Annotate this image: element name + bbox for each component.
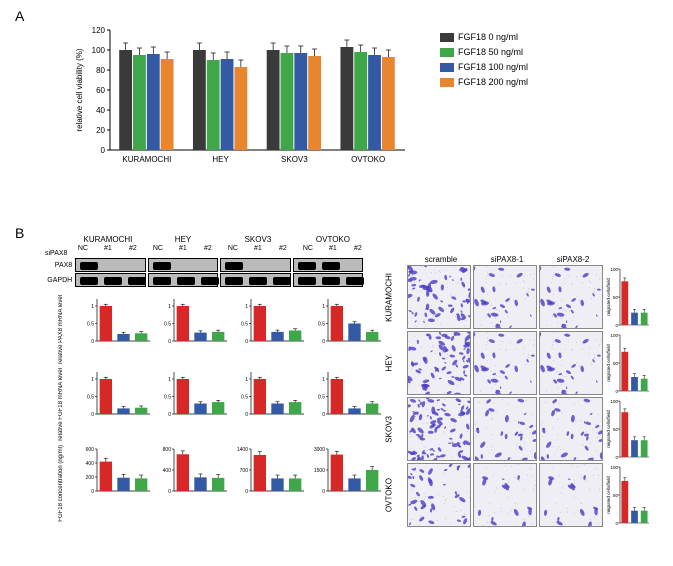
svg-text:0.5: 0.5 [241,322,248,328]
svg-text:0.5: 0.5 [318,322,325,328]
svg-text:0: 0 [101,146,106,155]
svg-text:migrated cells/field: migrated cells/field [606,344,611,382]
svg-text:0: 0 [245,412,248,418]
svg-text:1: 1 [322,304,325,310]
svg-text:50: 50 [613,361,619,366]
svg-text:1: 1 [168,304,171,310]
svg-text:relative cell viability (%): relative cell viability (%) [75,48,84,131]
panel-b-right: scramblesiPAX8-1siPAX8-2 KURAMOCHI050100… [380,255,670,528]
svg-text:HEY: HEY [212,155,229,164]
svg-text:0: 0 [168,412,171,418]
svg-text:3000: 3000 [314,447,325,453]
svg-text:1: 1 [322,377,325,383]
svg-text:0: 0 [168,339,171,345]
svg-text:100: 100 [610,399,618,404]
svg-text:0: 0 [245,339,248,345]
svg-text:0: 0 [322,412,325,418]
svg-text:1: 1 [91,304,94,310]
svg-text:0: 0 [322,339,325,345]
panel-a-chart: 0 20 40 60 80 100 120 relative cell viability (… [70,20,420,190]
svg-text:1400: 1400 [237,447,248,453]
svg-text:80: 80 [96,66,105,75]
svg-text:0.5: 0.5 [87,394,94,400]
svg-text:0: 0 [615,521,618,526]
svg-text:migrated cells/field: migrated cells/field [606,476,611,514]
svg-text:OVTOKO: OVTOKO [351,155,385,164]
svg-text:1500: 1500 [314,468,325,474]
mini-charts: relative PAX8 mRNA level00.5100.5100.510… [45,295,365,521]
svg-text:20: 20 [96,126,105,135]
svg-text:0.5: 0.5 [241,394,248,400]
svg-text:0: 0 [615,323,618,328]
si-label: siPAX8 [45,235,70,257]
svg-text:400: 400 [86,461,95,467]
migration-grid: KURAMOCHI050100migrated cells/fieldHEY05… [380,264,670,528]
svg-text:800: 800 [163,447,172,453]
blot-lane-header: NC#1#2NC#1#2NC#1#2NC#1#2 [70,245,370,252]
blot-cell-header: KURAMOCHIHEYSKOV3OVTOKO [70,235,370,244]
migration-col-headers: scramblesiPAX8-1siPAX8-2 [408,255,670,264]
svg-text:migrated cells/field: migrated cells/field [606,410,611,448]
svg-text:100: 100 [92,46,106,55]
svg-text:0: 0 [91,489,94,495]
svg-text:KURAMOCHI: KURAMOCHI [122,155,171,164]
svg-text:60: 60 [96,86,105,95]
svg-text:1: 1 [245,304,248,310]
svg-text:0.5: 0.5 [164,394,171,400]
svg-text:600: 600 [86,447,95,453]
svg-text:1: 1 [245,377,248,383]
svg-text:100: 100 [610,333,618,338]
svg-text:0: 0 [91,412,94,418]
svg-text:0: 0 [245,489,248,495]
svg-text:0: 0 [91,339,94,345]
panel-a-label: A [15,8,24,24]
svg-text:1: 1 [91,377,94,383]
svg-text:migrated cells/field: migrated cells/field [606,278,611,316]
svg-text:700: 700 [240,468,249,474]
svg-text:200: 200 [86,475,95,481]
svg-text:100: 100 [610,267,618,272]
svg-text:0.5: 0.5 [164,322,171,328]
panel-b-left: siPAX8 KURAMOCHIHEYSKOV3OVTOKO NC#1#2NC#… [45,235,365,525]
svg-text:0: 0 [615,455,618,460]
svg-text:100: 100 [610,465,618,470]
svg-text:0.5: 0.5 [87,322,94,328]
svg-text:50: 50 [613,295,619,300]
svg-text:0.5: 0.5 [318,394,325,400]
svg-text:400: 400 [163,468,172,474]
svg-text:SKOV3: SKOV3 [281,155,308,164]
svg-text:0: 0 [168,489,171,495]
svg-text:120: 120 [92,26,106,35]
blot-rows: PAX8GAPDH [45,258,365,287]
panel-a-legend: FGF18 0 ng/mlFGF18 50 ng/mlFGF18 100 ng/… [440,30,528,90]
svg-text:0: 0 [615,389,618,394]
svg-text:0: 0 [322,489,325,495]
svg-text:1: 1 [168,377,171,383]
svg-text:50: 50 [613,493,619,498]
svg-text:40: 40 [96,106,105,115]
panel-b-label: B [15,225,24,241]
svg-text:50: 50 [613,427,619,432]
